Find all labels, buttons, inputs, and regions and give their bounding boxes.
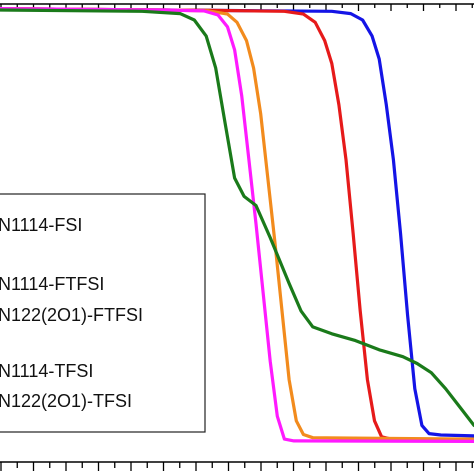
series-line-n122-2o1-tfsi: [0, 8, 474, 427]
series-lines: [0, 7, 474, 443]
legend-label-n122-2o1-tfsi: N122(2O1)-TFSI: [0, 391, 132, 411]
legend-label-n1114-tfsi: N1114-TFSI: [0, 361, 93, 381]
legend-label-n1114-fsi: N1114-FSI: [0, 215, 82, 235]
legend-label-n122-2o1-ftfsi: N122(2O1)-FTFSI: [0, 305, 143, 325]
series-line-n1114-ftfsi: [0, 7, 474, 442]
legend-box: [0, 193, 206, 433]
series-line-n1114-tfsi: [0, 7, 474, 443]
plot-frame: [0, 3, 474, 463]
series-line-n1114-fsi: [0, 7, 474, 438]
series-line-n122-2o1-ftfsi: [0, 7, 474, 441]
legend: N1114-FSI N1114-FTFSI N122(2O1)-FTFSI N1…: [0, 193, 206, 433]
legend-label-n1114-ftfsi: N1114-FTFSI: [0, 274, 104, 294]
